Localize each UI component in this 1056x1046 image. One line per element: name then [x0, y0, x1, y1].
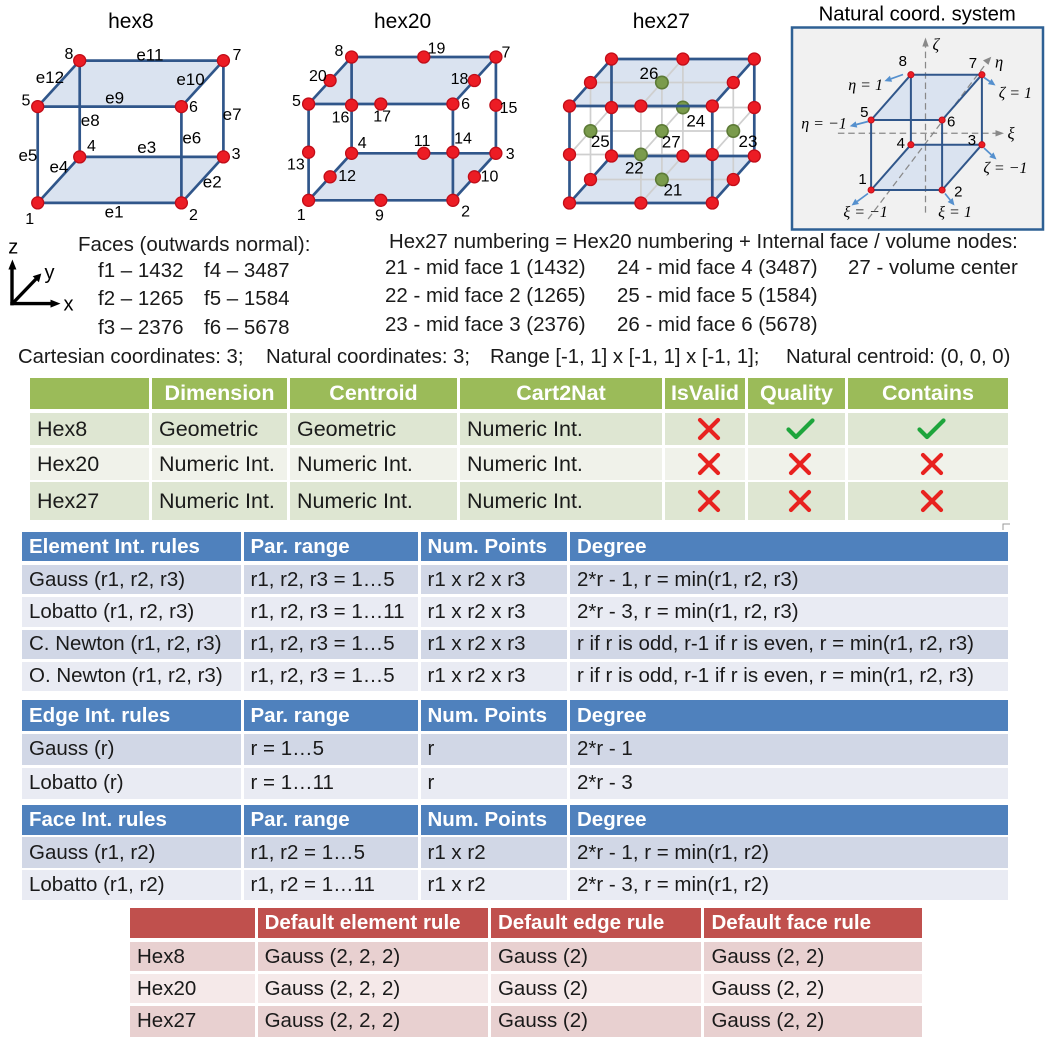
- svg-text:Natural coord. system: Natural coord. system: [819, 4, 1016, 26]
- svg-text:23: 23: [739, 132, 758, 151]
- svg-text:3: 3: [232, 146, 241, 163]
- svg-text:z: z: [8, 237, 18, 259]
- svg-text:ξ = 1: ξ = 1: [938, 204, 972, 221]
- svg-text:ζ: ζ: [933, 35, 941, 54]
- svg-text:3: 3: [506, 146, 515, 163]
- svg-text:1: 1: [25, 211, 34, 228]
- svg-text:13: 13: [287, 157, 305, 174]
- svg-text:3: 3: [968, 132, 976, 149]
- svg-text:e3: e3: [137, 138, 156, 157]
- svg-text:ζ = 1: ζ = 1: [999, 85, 1032, 102]
- svg-text:1: 1: [858, 171, 866, 188]
- svg-text:η = 1: η = 1: [848, 77, 883, 94]
- svg-text:ξ: ξ: [1008, 124, 1016, 143]
- svg-text:4: 4: [87, 138, 96, 155]
- svg-text:9: 9: [375, 208, 384, 225]
- svg-text:η = −1: η = −1: [801, 116, 847, 133]
- svg-text:ζ = −1: ζ = −1: [983, 160, 1027, 177]
- svg-text:2: 2: [189, 207, 198, 224]
- svg-text:e5: e5: [18, 146, 37, 165]
- svg-text:6: 6: [461, 96, 470, 113]
- svg-text:hex8: hex8: [108, 10, 154, 33]
- svg-text:e1: e1: [105, 203, 124, 222]
- svg-text:5: 5: [292, 93, 301, 110]
- svg-text:e10: e10: [176, 70, 204, 89]
- svg-text:hex27: hex27: [633, 10, 690, 33]
- svg-text:16: 16: [332, 110, 350, 127]
- svg-text:10: 10: [481, 168, 499, 185]
- svg-text:20: 20: [309, 68, 327, 85]
- svg-text:4: 4: [358, 135, 367, 152]
- svg-text:η: η: [995, 53, 1003, 72]
- svg-text:15: 15: [500, 100, 518, 117]
- svg-text:18: 18: [451, 71, 469, 88]
- svg-text:12: 12: [338, 168, 356, 185]
- svg-text:4: 4: [897, 135, 905, 152]
- svg-text:ξ = −1: ξ = −1: [843, 204, 887, 221]
- svg-text:6: 6: [947, 114, 955, 131]
- svg-text:7: 7: [969, 55, 977, 72]
- svg-text:26: 26: [640, 64, 659, 83]
- svg-text:27: 27: [662, 133, 681, 152]
- svg-text:14: 14: [454, 131, 472, 148]
- svg-text:hex20: hex20: [374, 10, 431, 33]
- svg-text:2: 2: [461, 204, 470, 221]
- svg-text:1: 1: [297, 207, 306, 224]
- svg-text:6: 6: [189, 99, 198, 116]
- svg-text:e8: e8: [81, 111, 100, 130]
- svg-text:2: 2: [954, 184, 962, 201]
- svg-text:8: 8: [899, 53, 907, 70]
- svg-text:y: y: [45, 262, 55, 284]
- svg-text:8: 8: [334, 43, 343, 60]
- svg-text:e6: e6: [182, 128, 201, 147]
- svg-text:7: 7: [502, 45, 511, 62]
- svg-text:e2: e2: [203, 173, 222, 192]
- svg-text:21: 21: [663, 181, 682, 200]
- svg-text:7: 7: [232, 47, 241, 64]
- svg-text:e7: e7: [223, 105, 242, 124]
- svg-text:8: 8: [65, 46, 74, 63]
- svg-text:5: 5: [22, 92, 31, 109]
- svg-text:24: 24: [686, 112, 705, 131]
- svg-text:e12: e12: [36, 68, 64, 87]
- svg-text:11: 11: [414, 133, 431, 150]
- svg-text:19: 19: [428, 41, 446, 58]
- svg-text:25: 25: [591, 132, 610, 151]
- svg-text:e9: e9: [105, 89, 124, 108]
- svg-text:17: 17: [373, 109, 391, 126]
- svg-text:22: 22: [625, 158, 644, 177]
- svg-text:e11: e11: [136, 45, 163, 64]
- svg-text:x: x: [64, 294, 74, 316]
- svg-text:5: 5: [860, 104, 868, 121]
- svg-text:e4: e4: [49, 158, 68, 177]
